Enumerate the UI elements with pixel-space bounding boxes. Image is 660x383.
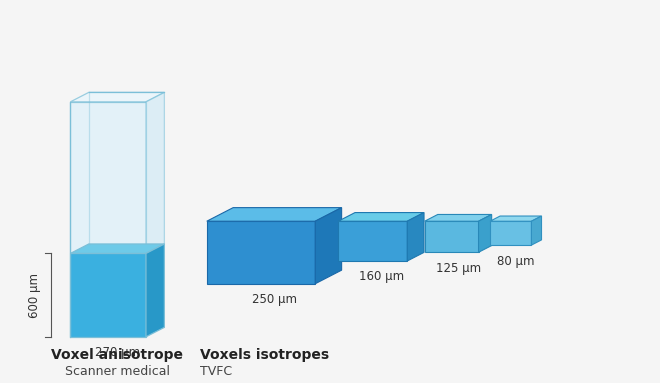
Polygon shape	[338, 221, 407, 261]
Polygon shape	[424, 214, 492, 221]
Polygon shape	[315, 208, 342, 284]
Polygon shape	[531, 216, 541, 245]
Text: 600 μm: 600 μm	[28, 273, 41, 318]
Text: Voxel anisotrope: Voxel anisotrope	[51, 348, 183, 362]
Polygon shape	[490, 221, 531, 245]
Polygon shape	[407, 213, 424, 261]
Polygon shape	[146, 92, 164, 254]
Polygon shape	[490, 216, 541, 221]
Polygon shape	[71, 254, 146, 337]
Polygon shape	[207, 221, 315, 284]
Text: 125 μm: 125 μm	[436, 262, 480, 275]
Text: 80 μm: 80 μm	[497, 255, 535, 268]
Text: 250 μm: 250 μm	[251, 293, 297, 306]
Polygon shape	[71, 102, 146, 254]
Polygon shape	[71, 244, 164, 254]
Polygon shape	[424, 221, 478, 252]
Polygon shape	[146, 244, 164, 337]
Text: 270 μm: 270 μm	[95, 346, 140, 359]
Text: 160 μm: 160 μm	[358, 270, 404, 283]
Polygon shape	[71, 92, 164, 102]
Text: TVFC: TVFC	[200, 365, 232, 378]
Polygon shape	[338, 213, 424, 221]
Text: Scanner medical: Scanner medical	[65, 365, 170, 378]
Polygon shape	[478, 214, 492, 252]
Text: Voxels isotropes: Voxels isotropes	[200, 348, 329, 362]
Polygon shape	[207, 208, 342, 221]
